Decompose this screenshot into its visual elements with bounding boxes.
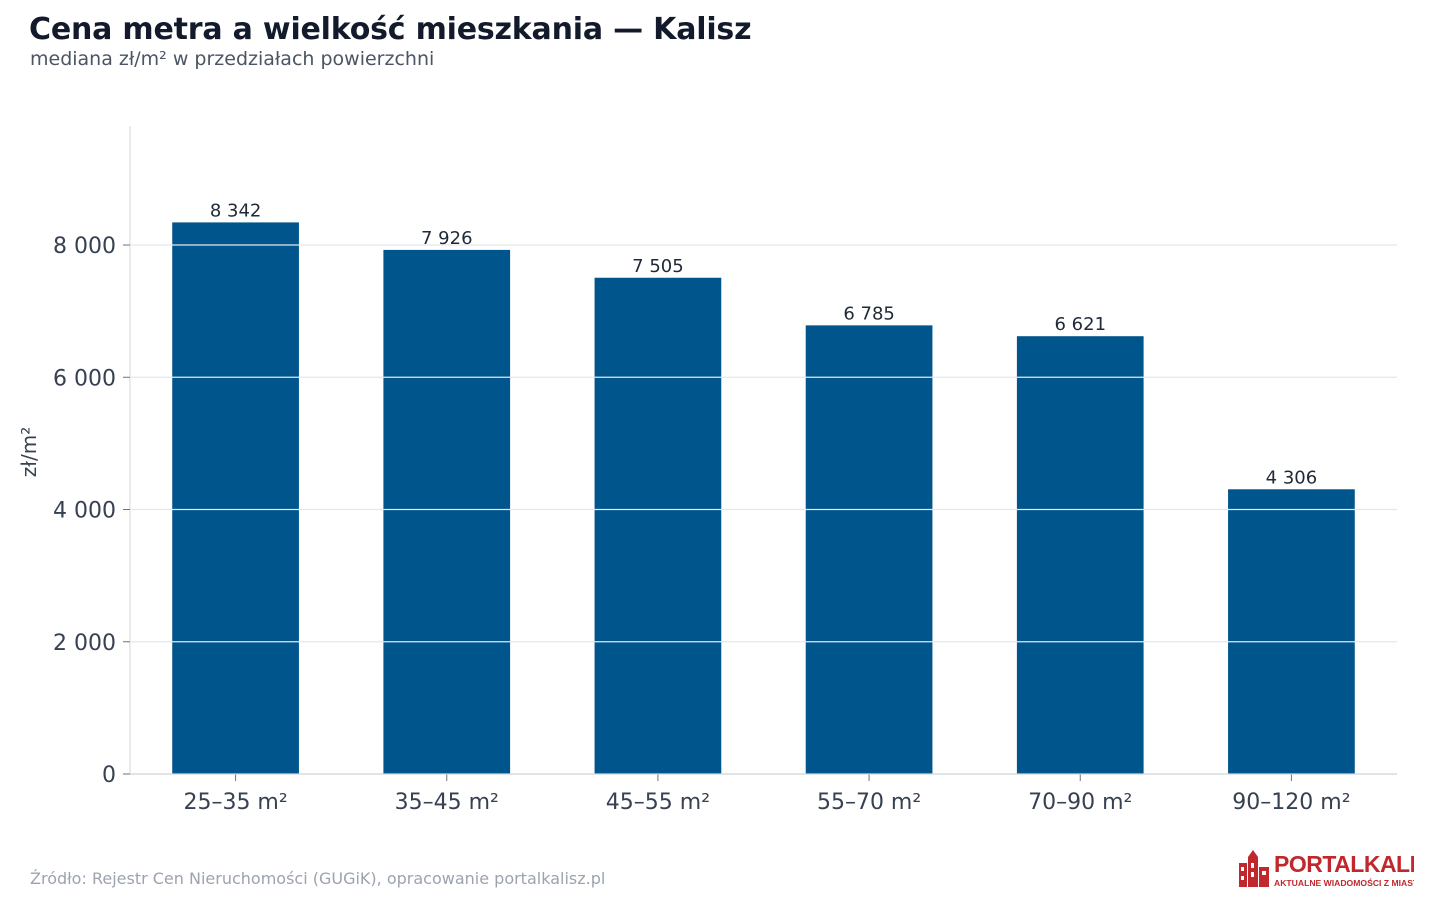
x-tick-label: 90–120 m² bbox=[1232, 790, 1350, 815]
svg-text:PORTALKALISZ: PORTALKALISZ bbox=[1274, 851, 1414, 877]
x-tick-label: 70–90 m² bbox=[1028, 790, 1132, 815]
bar-value-label: 7 505 bbox=[632, 256, 684, 277]
x-tick-label: 25–35 m² bbox=[183, 790, 287, 815]
y-tick-label: 4 000 bbox=[53, 499, 116, 524]
x-tick-label: 55–70 m² bbox=[817, 790, 921, 815]
svg-text:AKTUALNE WIADOMOŚCI Z MIASTA: AKTUALNE WIADOMOŚCI Z MIASTA bbox=[1274, 877, 1414, 888]
chart-title: Cena metra a wielkość mieszkania — Kalis… bbox=[29, 12, 752, 47]
bar bbox=[1016, 336, 1144, 774]
y-tick-label: 2 000 bbox=[53, 631, 116, 656]
source-note: Źródło: Rejestr Cen Nieruchomości (GUGiK… bbox=[30, 869, 606, 888]
y-tick-label: 0 bbox=[102, 763, 116, 788]
x-tick-label: 35–45 m² bbox=[395, 790, 499, 815]
y-tick-label: 6 000 bbox=[53, 366, 116, 391]
bar bbox=[172, 222, 299, 775]
y-tick-label: 8 000 bbox=[53, 234, 116, 259]
bar-value-label: 6 621 bbox=[1054, 314, 1106, 335]
bar bbox=[594, 277, 722, 774]
bar-value-label: 7 926 bbox=[421, 228, 473, 249]
bar-value-label: 8 342 bbox=[210, 200, 262, 221]
portalkalisz-logo: PORTALKALISZ AKTUALNE WIADOMOŚCI Z MIAST… bbox=[1238, 849, 1440, 891]
bar-value-label: 4 306 bbox=[1266, 467, 1318, 488]
bar bbox=[383, 249, 511, 775]
x-tick-label: 45–55 m² bbox=[606, 790, 710, 815]
y-axis-label: zł/m² bbox=[17, 427, 41, 477]
building-icon bbox=[1239, 850, 1269, 887]
chart-subtitle: mediana zł/m² w przedziałach powierzchni bbox=[30, 48, 435, 70]
bar-value-label: 6 785 bbox=[843, 303, 895, 324]
bar bbox=[805, 325, 933, 774]
bar bbox=[1228, 489, 1355, 774]
